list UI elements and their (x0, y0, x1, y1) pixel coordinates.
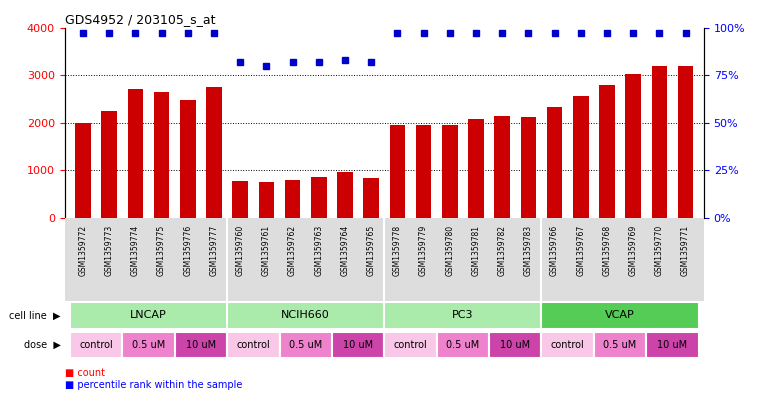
Bar (227, 302, 384, 329)
Bar (599, 85, 615, 218)
Text: 10 uM: 10 uM (658, 340, 687, 350)
Text: 10 uM: 10 uM (186, 340, 216, 350)
Text: GSM1359775: GSM1359775 (157, 225, 166, 276)
Bar (437, 332, 489, 358)
Bar (227, 332, 279, 358)
Bar (546, 107, 562, 218)
Text: GSM1359778: GSM1359778 (393, 225, 402, 276)
Text: dose  ▶: dose ▶ (24, 340, 61, 350)
Bar (101, 111, 117, 218)
Bar (123, 332, 175, 358)
Bar (363, 178, 379, 218)
Text: control: control (237, 340, 270, 350)
Bar (75, 123, 91, 218)
Text: GSM1359768: GSM1359768 (603, 225, 612, 276)
Text: GSM1359776: GSM1359776 (183, 225, 193, 276)
Bar (489, 332, 542, 358)
Text: GSM1359763: GSM1359763 (314, 225, 323, 276)
Text: GSM1359771: GSM1359771 (681, 225, 690, 276)
Text: GSM1359769: GSM1359769 (629, 225, 638, 276)
Text: GSM1359774: GSM1359774 (131, 225, 140, 276)
Bar (442, 125, 457, 218)
Bar (128, 90, 143, 218)
Bar (651, 66, 667, 218)
Bar (70, 302, 227, 329)
Bar (594, 332, 646, 358)
Bar (626, 74, 641, 218)
Bar (206, 87, 222, 218)
Bar (646, 332, 699, 358)
Text: GSM1359762: GSM1359762 (288, 225, 297, 276)
Bar (180, 100, 196, 218)
Text: GDS4952 / 203105_s_at: GDS4952 / 203105_s_at (65, 13, 215, 26)
Text: PC3: PC3 (452, 310, 473, 320)
Text: 10 uM: 10 uM (343, 340, 373, 350)
Text: VCAP: VCAP (605, 310, 635, 320)
Bar (521, 117, 537, 218)
Text: GSM1359781: GSM1359781 (472, 225, 480, 276)
Bar (232, 181, 248, 218)
Bar (678, 66, 693, 218)
Text: ■ percentile rank within the sample: ■ percentile rank within the sample (65, 380, 242, 390)
Text: GSM1359766: GSM1359766 (550, 225, 559, 276)
Text: GSM1359760: GSM1359760 (236, 225, 245, 276)
Text: GSM1359782: GSM1359782 (498, 225, 507, 276)
Bar (384, 302, 542, 329)
Text: GSM1359767: GSM1359767 (576, 225, 585, 276)
Bar (259, 182, 274, 218)
Text: GSM1359770: GSM1359770 (655, 225, 664, 276)
Bar (468, 119, 484, 218)
Text: GSM1359779: GSM1359779 (419, 225, 428, 276)
Bar (542, 332, 594, 358)
Text: 0.5 uM: 0.5 uM (289, 340, 323, 350)
Text: 0.5 uM: 0.5 uM (132, 340, 165, 350)
Text: 0.5 uM: 0.5 uM (446, 340, 479, 350)
Text: ■ count: ■ count (65, 368, 105, 378)
Text: GSM1359765: GSM1359765 (367, 225, 376, 276)
Bar (416, 125, 431, 218)
Bar (337, 173, 353, 218)
Text: cell line  ▶: cell line ▶ (9, 310, 61, 320)
Text: GSM1359780: GSM1359780 (445, 225, 454, 276)
Bar (542, 302, 699, 329)
Text: control: control (393, 340, 428, 350)
Text: control: control (79, 340, 113, 350)
Bar (495, 116, 510, 218)
Bar (70, 332, 123, 358)
Text: GSM1359761: GSM1359761 (262, 225, 271, 276)
Bar (390, 125, 406, 218)
Bar (384, 332, 437, 358)
Text: LNCAP: LNCAP (130, 310, 167, 320)
Bar (332, 332, 384, 358)
Text: GSM1359764: GSM1359764 (340, 225, 349, 276)
Text: GSM1359773: GSM1359773 (105, 225, 113, 276)
Bar (175, 332, 227, 358)
Text: GSM1359772: GSM1359772 (78, 225, 88, 276)
Bar (573, 96, 589, 218)
Bar (311, 177, 326, 218)
Bar (285, 180, 301, 218)
Text: GSM1359777: GSM1359777 (209, 225, 218, 276)
Text: GSM1359783: GSM1359783 (524, 225, 533, 276)
Bar (279, 332, 332, 358)
Text: 0.5 uM: 0.5 uM (603, 340, 637, 350)
Bar (154, 92, 170, 218)
Text: 10 uM: 10 uM (500, 340, 530, 350)
Text: control: control (551, 340, 584, 350)
Text: NCIH660: NCIH660 (282, 310, 330, 320)
